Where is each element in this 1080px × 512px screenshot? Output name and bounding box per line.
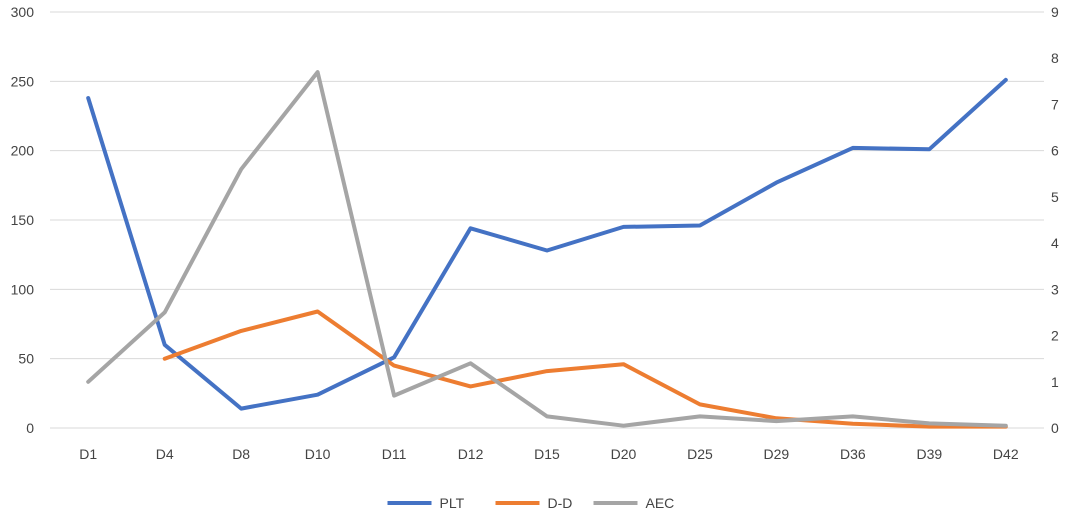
left-tick-label: 50	[18, 351, 34, 367]
right-tick-label: 4	[1051, 235, 1059, 251]
gridlines	[50, 11, 1044, 429]
x-tick-label: D39	[916, 446, 942, 462]
legend: PLT D-D AEC	[387, 495, 675, 511]
x-tick-label: D42	[993, 446, 1019, 462]
right-tick-label: 5	[1051, 189, 1059, 205]
series-line-aec	[86, 70, 1008, 428]
right-tick-label: 3	[1051, 281, 1059, 297]
legend-label-plt: PLT	[440, 495, 465, 511]
x-tick-label: D12	[458, 446, 484, 462]
left-tick-label: 250	[11, 73, 35, 89]
legend-label-aec: AEC	[646, 495, 675, 511]
left-tick-label: 300	[11, 4, 35, 20]
right-tick-label: 1	[1051, 374, 1059, 390]
left-tick-label: 0	[26, 420, 34, 436]
right-tick-label: 2	[1051, 328, 1059, 344]
series-line-plt	[86, 77, 1008, 411]
x-tick-label: D10	[305, 446, 331, 462]
x-axis-ticks: D1 D4 D8 D10 D11 D12 D15 D20 D25 D29 D36 D39 D42	[79, 446, 1019, 462]
right-tick-label: 8	[1051, 50, 1059, 66]
legend-label-d-d: D-D	[548, 495, 573, 511]
series-line-d-d	[162, 309, 1008, 429]
right-tick-label: 6	[1051, 143, 1059, 159]
x-tick-label: D25	[687, 446, 713, 462]
left-tick-label: 150	[11, 212, 35, 228]
left-axis-ticks: 0 50 100 150 200 250 300	[11, 4, 35, 436]
x-tick-label: D29	[764, 446, 790, 462]
right-tick-label: 7	[1051, 96, 1059, 112]
right-axis-ticks: 0 1 2 3 4 5 6 7 8 9	[1051, 4, 1059, 436]
x-tick-label: D1	[79, 446, 97, 462]
left-tick-label: 200	[11, 143, 35, 159]
x-tick-label: D8	[232, 446, 250, 462]
right-tick-label: 0	[1051, 420, 1059, 436]
left-tick-label: 100	[11, 281, 35, 297]
x-tick-label: D36	[840, 446, 866, 462]
right-tick-label: 9	[1051, 4, 1059, 20]
x-tick-label: D20	[611, 446, 637, 462]
series-lines	[86, 70, 1008, 429]
x-tick-label: D11	[382, 446, 407, 462]
x-tick-label: D4	[156, 446, 174, 462]
x-tick-label: D15	[534, 446, 560, 462]
